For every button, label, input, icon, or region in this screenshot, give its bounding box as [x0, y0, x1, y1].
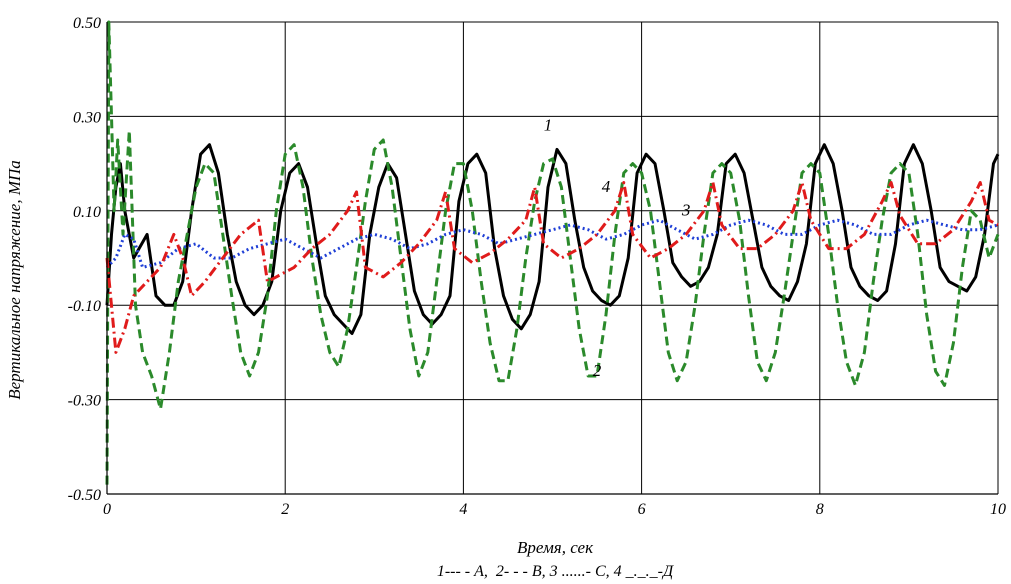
y-tick-label-5: 0.50 [73, 15, 101, 32]
x-tick-label-2: 4 [459, 501, 467, 518]
plot-frame [106, 22, 998, 495]
y-tick-label-4: 0.30 [73, 109, 101, 126]
x-tick-label-4: 8 [816, 501, 824, 518]
series-line-1 [105, 143, 1000, 335]
series-line-2 [105, 20, 1000, 485]
tick-labels: 0 2 4 6 8 10 -0.50 -0.30 -0.10 0.10 0.30 0.50 [68, 15, 1006, 518]
grid [106, 21, 999, 495]
curve-annotations: 1 2 3 4 [544, 116, 691, 380]
x-tick-label-5: 10 [990, 501, 1006, 518]
y-tick-label-1: -0.30 [68, 393, 101, 410]
curve-label-3: 3 [681, 201, 691, 220]
curve-label-1: 1 [544, 116, 553, 135]
x-axis-title: Время, сек [517, 538, 594, 557]
x-tick-label-3: 6 [638, 501, 646, 518]
x-tick-label-0: 0 [103, 501, 111, 518]
y-tick-label-3: 0.10 [73, 204, 101, 221]
y-axis-title: Вертикальное напряжение, МПа [5, 160, 24, 400]
curve-label-2: 2 [593, 361, 602, 380]
series-layer [105, 20, 1000, 485]
curve-label-4: 4 [602, 177, 611, 196]
series-line-3 [105, 218, 999, 269]
x-tick-label-1: 2 [281, 501, 289, 518]
series-line-4 [105, 181, 999, 354]
y-tick-label-0: -0.50 [68, 487, 101, 504]
legend-caption: 1--- - А, 2- - - В, 3 ......- С, 4 _._._… [437, 563, 674, 580]
y-tick-label-2: -0.10 [68, 298, 101, 315]
